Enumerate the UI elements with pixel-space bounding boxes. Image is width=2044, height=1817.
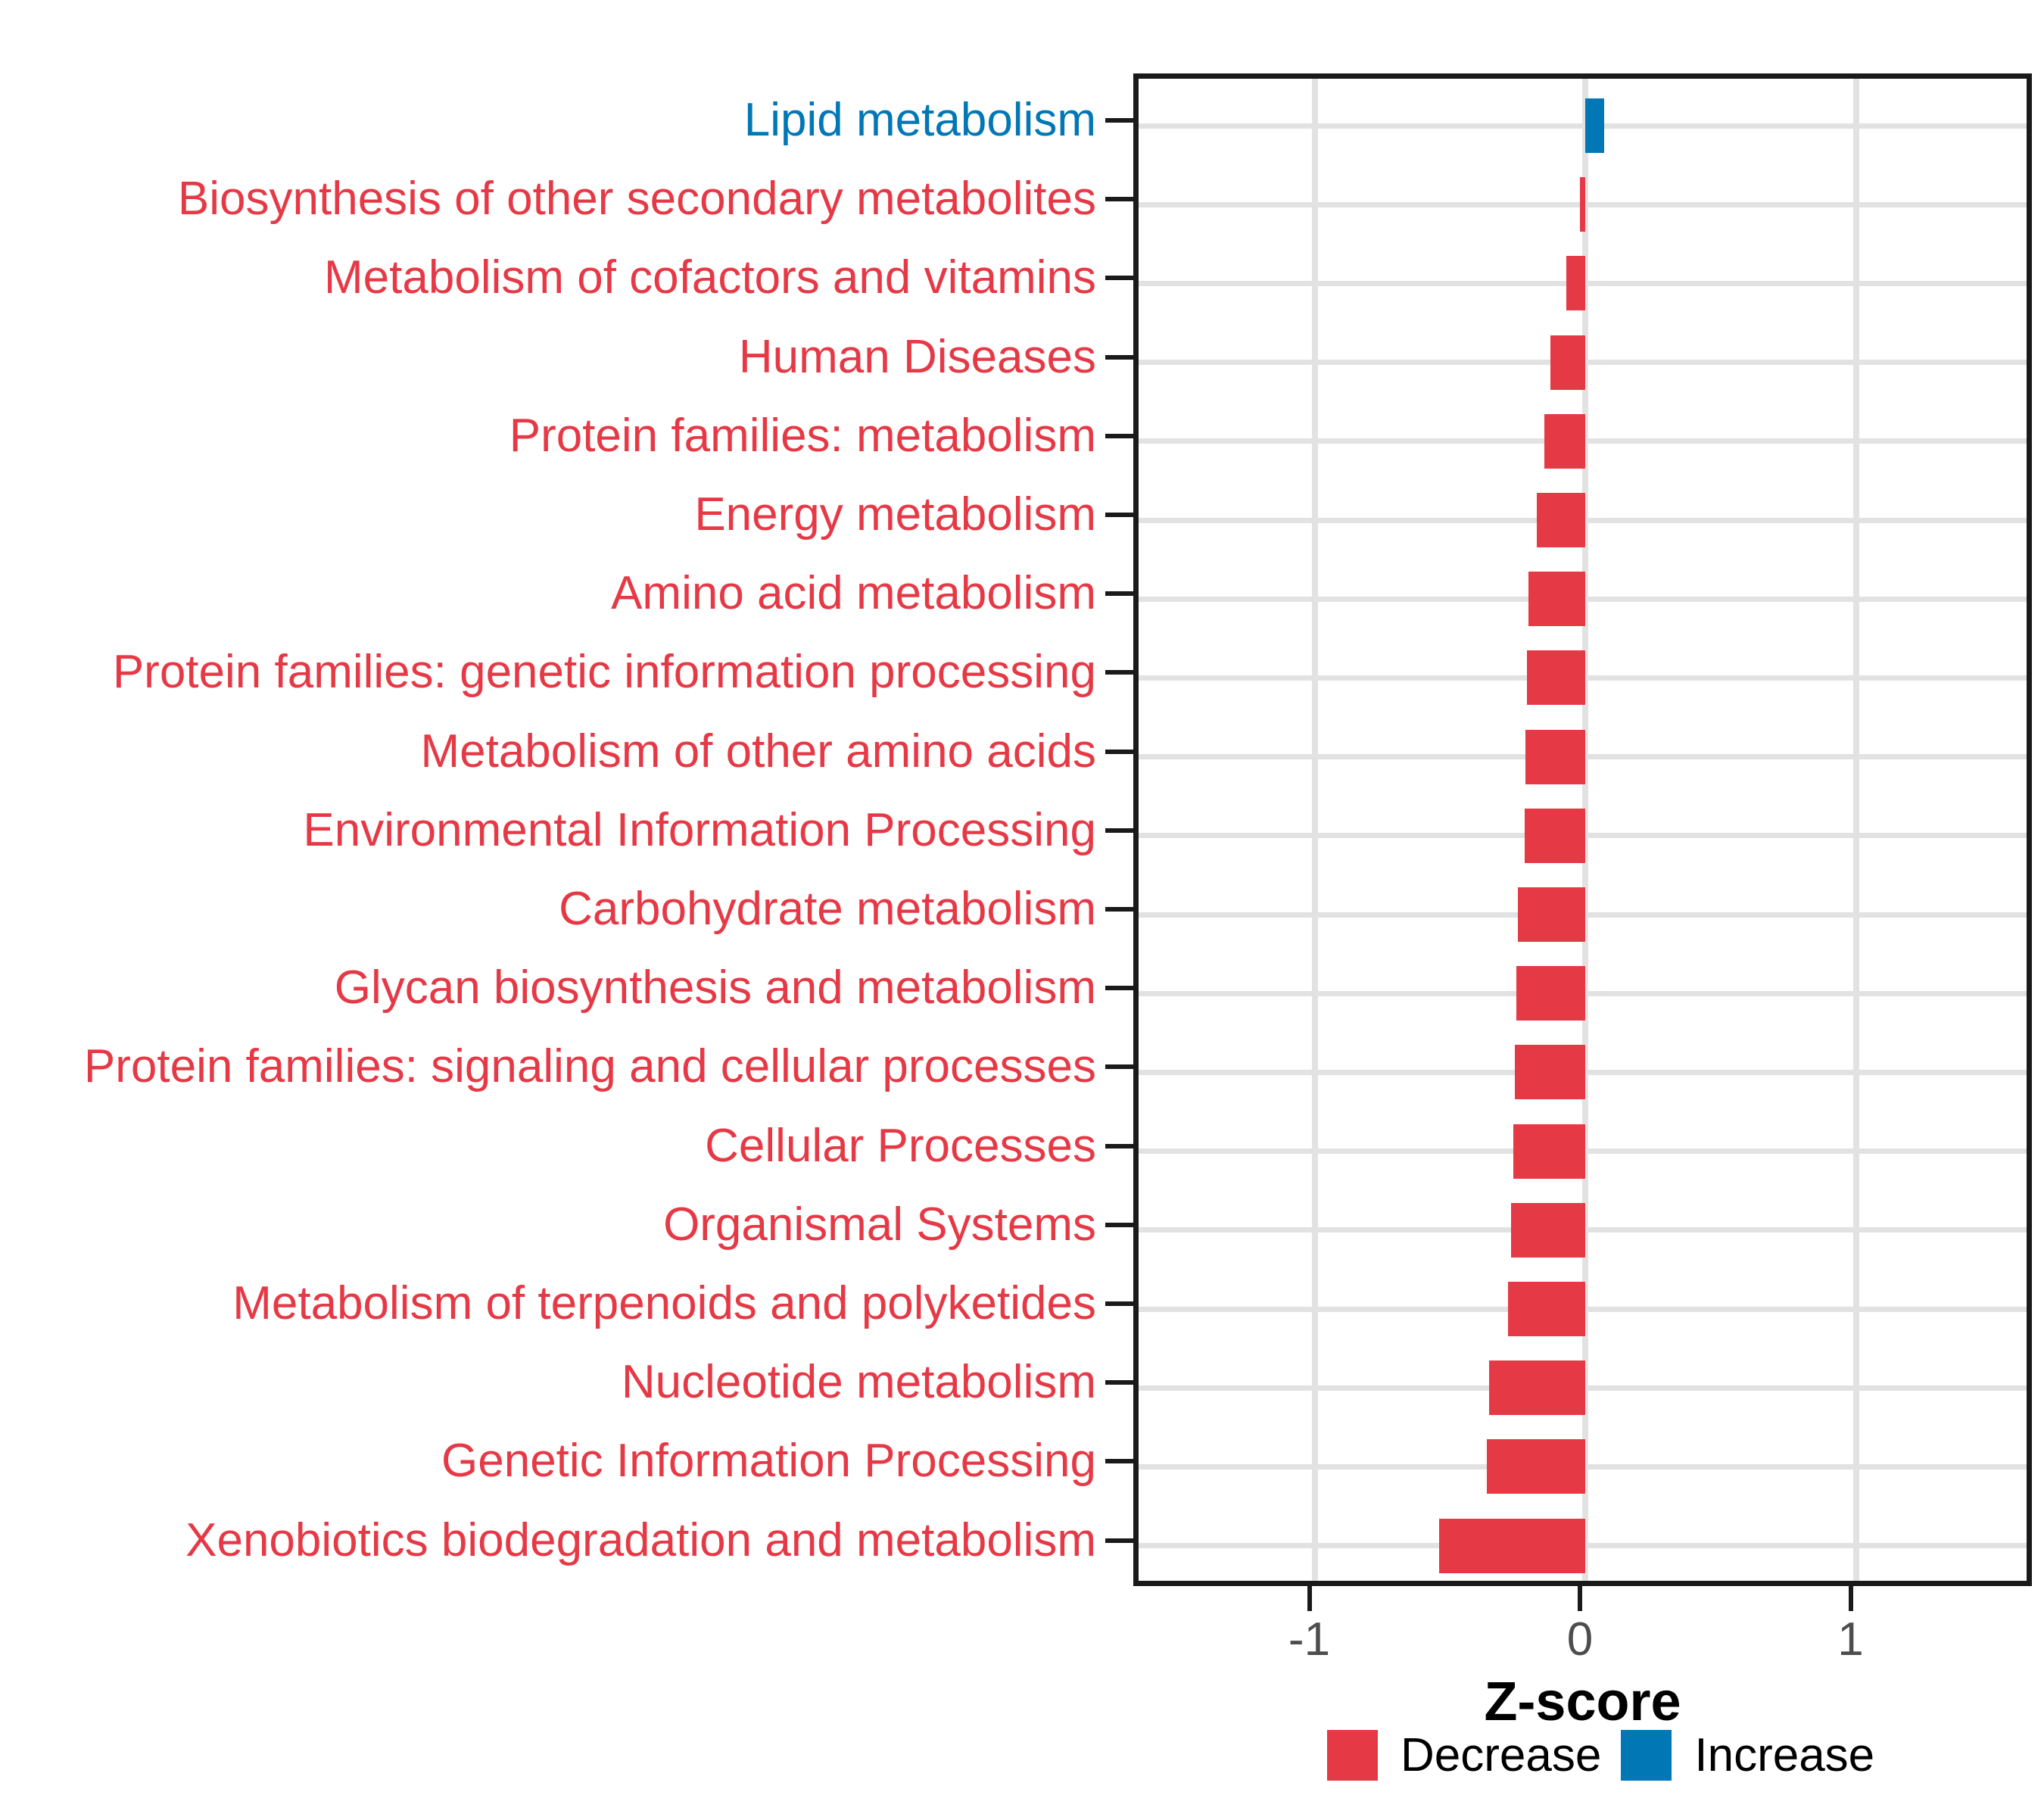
y-axis-tick <box>1105 1064 1133 1070</box>
bar-decrease <box>1486 1439 1585 1494</box>
x-axis-title: Z-score <box>1484 1672 1681 1732</box>
bar-decrease <box>1513 1124 1585 1179</box>
bar-decrease <box>1438 1518 1585 1573</box>
y-axis-tick <box>1105 197 1133 202</box>
y-axis-tick <box>1105 1459 1133 1464</box>
y-axis-tick <box>1105 433 1133 438</box>
legend: Decrease Increase <box>1327 1730 1874 1781</box>
legend-label-increase: Increase <box>1694 1729 1875 1781</box>
y-axis-tick <box>1105 670 1133 675</box>
bar-decrease <box>1516 966 1585 1021</box>
category-label: Protein families: signaling and cellular… <box>83 1040 1096 1093</box>
bar-decrease <box>1550 335 1585 390</box>
category-label: Human Diseases <box>738 330 1096 383</box>
category-label: Genetic Information Processing <box>441 1435 1096 1488</box>
category-label: Metabolism of terpenoids and polyketides <box>232 1277 1096 1329</box>
y-axis-tick <box>1105 1538 1133 1543</box>
bar-decrease <box>1508 1282 1585 1336</box>
category-label: Carbohydrate metabolism <box>559 883 1096 935</box>
legend-swatch-increase <box>1621 1730 1672 1781</box>
bar-decrease <box>1528 572 1585 627</box>
category-label: Cellular Processes <box>705 1119 1096 1172</box>
y-axis-tick <box>1105 276 1133 281</box>
y-axis-tick <box>1105 907 1133 912</box>
gridline-horizontal <box>1139 123 2027 129</box>
bar-increase <box>1585 98 1605 153</box>
x-axis-tick <box>1307 1586 1312 1611</box>
category-label: Metabolism of other amino acids <box>420 725 1096 778</box>
category-label: Energy metabolism <box>694 488 1096 541</box>
y-axis-tick <box>1105 1301 1133 1306</box>
y-axis-tick <box>1105 749 1133 754</box>
category-label: Glycan biosynthesis and metabolism <box>334 961 1096 1014</box>
category-label: Nucleotide metabolism <box>621 1356 1096 1409</box>
bar-decrease <box>1517 887 1585 942</box>
y-axis-tick <box>1105 118 1133 123</box>
bar-decrease <box>1579 177 1585 232</box>
category-label: Amino acid metabolism <box>611 567 1096 620</box>
category-label: Biosynthesis of other secondary metaboli… <box>177 173 1096 226</box>
x-tick-label: 1 <box>1837 1613 1864 1666</box>
y-axis-tick <box>1105 1380 1133 1385</box>
bar-decrease <box>1527 650 1585 706</box>
gridline-vertical <box>1582 79 1588 1581</box>
x-axis-tick <box>1848 1586 1853 1611</box>
plot-panel <box>1133 73 2032 1586</box>
category-label: Lipid metabolism <box>743 94 1096 146</box>
y-axis-tick <box>1105 986 1133 991</box>
category-label: Metabolism of cofactors and vitamins <box>324 251 1096 304</box>
gridline-vertical <box>1311 79 1318 1581</box>
legend-label-decrease: Decrease <box>1401 1729 1602 1781</box>
bar-decrease <box>1566 256 1585 311</box>
bar-decrease <box>1544 413 1585 469</box>
category-label: Organismal Systems <box>663 1198 1096 1251</box>
gridline-vertical <box>1852 79 1859 1581</box>
bar-decrease <box>1489 1360 1585 1416</box>
bar-decrease <box>1515 1045 1585 1100</box>
category-label: Protein families: genetic information pr… <box>112 646 1096 699</box>
y-axis-tick <box>1105 827 1133 833</box>
bar-decrease <box>1525 729 1585 784</box>
bar-decrease <box>1510 1202 1585 1258</box>
bar-decrease <box>1524 808 1585 863</box>
category-label: Xenobiotics biodegradation and metabolis… <box>185 1513 1096 1566</box>
bar-decrease <box>1536 493 1585 547</box>
y-axis-tick <box>1105 354 1133 360</box>
legend-swatch-decrease <box>1327 1730 1378 1781</box>
y-axis-tick <box>1105 513 1133 517</box>
y-axis-tick <box>1105 591 1133 597</box>
x-tick-label: 0 <box>1566 1613 1594 1666</box>
y-axis-tick <box>1105 1222 1133 1227</box>
category-label: Environmental Information Processing <box>303 803 1096 856</box>
x-tick-label: -1 <box>1288 1613 1331 1666</box>
x-axis-tick <box>1578 1586 1582 1611</box>
category-label: Protein families: metabolism <box>509 409 1096 462</box>
y-axis-tick <box>1105 1143 1133 1148</box>
